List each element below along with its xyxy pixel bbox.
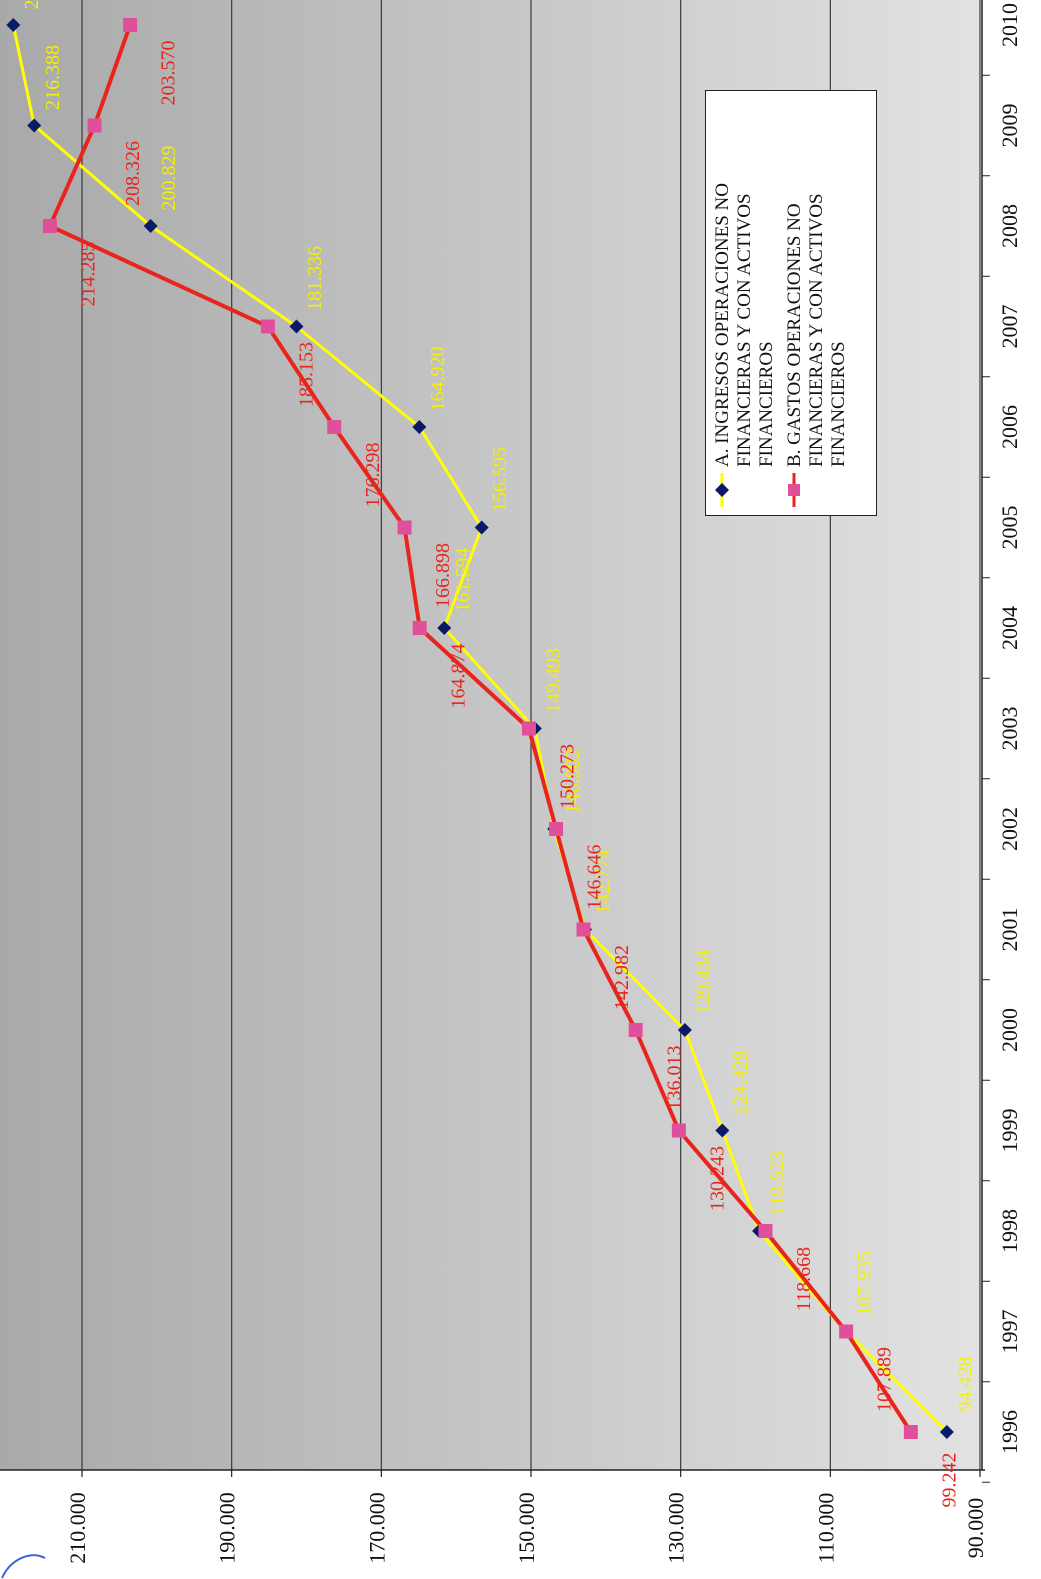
x-tick-label: 2003	[997, 707, 1022, 751]
data-point-ingresos	[474, 520, 489, 535]
y-tick-label: 130.000	[664, 1492, 689, 1564]
y-tick-label: 170.000	[364, 1492, 389, 1564]
data-point-gastos	[260, 319, 275, 334]
x-tick-label: 1998	[997, 1209, 1022, 1253]
data-label-ingresos: 156.595	[489, 447, 511, 512]
legend-item-gastos: B. GASTOS OPERACIONES NO FINANCIERAS Y C…	[784, 99, 850, 507]
data-label-ingresos: 219.177	[21, 0, 43, 10]
data-label-ingresos: 124.429	[730, 1050, 752, 1115]
data-label-ingresos: 107.935	[853, 1251, 875, 1316]
data-point-ingresos	[715, 1123, 730, 1138]
data-label-ingresos: 142.774	[593, 849, 615, 914]
data-point-ingresos	[27, 118, 42, 133]
data-point-gastos	[412, 621, 427, 635]
data-point-gastos	[87, 118, 102, 133]
data-label-ingresos: 161.594	[452, 548, 474, 613]
y-tick-label: 110.000	[813, 1493, 838, 1564]
data-label-ingresos: 164.920	[427, 347, 449, 412]
data-label-gastos: 150.273	[557, 744, 579, 809]
data-labels: 94.428 107.935 119.523 124.429 129.434 142.77…	[21, 0, 977, 1508]
data-label-gastos: 185.153	[296, 342, 318, 407]
x-tick-label: 2002	[997, 807, 1022, 851]
pen-mark	[1, 1554, 46, 1579]
data-label-ingresos: 129.434	[692, 950, 714, 1015]
data-point-gastos	[839, 1324, 854, 1339]
data-point-gastos	[521, 721, 536, 736]
data-label-gastos: 164.874	[447, 644, 469, 709]
data-label-gastos: 146.646	[584, 845, 606, 910]
x-tick-label: 1996	[997, 1410, 1022, 1454]
y-tick-label: 150.000	[514, 1492, 539, 1564]
legend-gastos-label: B. GASTOS OPERACIONES NO FINANCIERAS Y C…	[784, 193, 849, 467]
data-point-ingresos	[143, 219, 158, 233]
x-tick-label: 2004	[997, 606, 1022, 650]
legend-ingresos-symbol	[715, 473, 729, 507]
x-tick-label: 2005	[997, 506, 1022, 550]
data-point-ingresos	[412, 420, 427, 434]
data-label-gastos: 136.013	[663, 1046, 685, 1111]
data-point-ingresos	[289, 319, 304, 334]
series	[6, 18, 954, 1439]
y-tick-label: 210.000	[65, 1492, 90, 1564]
x-tick-label: 2008	[997, 204, 1022, 248]
data-label-gastos: 208.326	[122, 141, 144, 206]
x-tick-label: 2007	[997, 305, 1022, 349]
legend-item-ingresos: A. INGRESOS OPERACIONES NO FINANCIERAS Y…	[712, 99, 778, 507]
x-tick-label: 2010	[997, 3, 1022, 47]
y-tick-label: 90.000	[963, 1498, 988, 1559]
data-label-gastos: 107.889	[874, 1347, 896, 1412]
data-label-ingresos: 119.523	[767, 1151, 789, 1215]
x-tick-label: 2006	[997, 405, 1022, 449]
data-point-ingresos	[6, 18, 21, 32]
data-label-gastos: 203.570	[158, 41, 180, 106]
data-point-gastos	[671, 1123, 686, 1138]
data-label-gastos: 214.285	[78, 242, 100, 307]
x-tick-label: 1997	[997, 1310, 1022, 1354]
data-point-gastos	[549, 822, 564, 836]
data-point-gastos	[628, 1023, 643, 1037]
data-label-gastos: 142.982	[611, 945, 633, 1010]
data-point-gastos	[758, 1224, 773, 1238]
data-label-ingresos: 200.829	[158, 146, 180, 211]
legend: A. INGRESOS OPERACIONES NO FINANCIERAS Y…	[705, 90, 877, 516]
data-label-gastos: 176.298	[362, 443, 384, 508]
data-label-gastos: 118.668	[793, 1247, 815, 1311]
data-label-gastos: 166.898	[432, 543, 454, 608]
x-tick-label: 2009	[997, 104, 1022, 148]
x-tick-label: 2001	[997, 908, 1022, 952]
data-point-gastos	[327, 420, 342, 434]
data-label-ingresos: 149.493	[542, 648, 564, 713]
data-point-gastos	[576, 922, 591, 937]
data-label-ingresos: 216.388	[42, 45, 64, 110]
data-point-ingresos	[437, 621, 452, 635]
data-point-gastos	[397, 520, 412, 535]
data-label-ingresos: 181.336	[304, 246, 326, 311]
legend-ingresos-label: A. INGRESOS OPERACIONES NO FINANCIERAS Y…	[712, 183, 777, 467]
data-point-gastos	[42, 219, 57, 233]
y-tick-label: 190.000	[215, 1492, 240, 1564]
legend-gastos-symbol	[788, 473, 800, 507]
axes: 90.000 110.000 130.000 150.000 170.000 190.00…	[0, 0, 1022, 1564]
data-label-ingresos: 94.428	[954, 1357, 976, 1412]
data-label-gastos: 99.242	[938, 1453, 960, 1508]
data-point-ingresos	[677, 1023, 692, 1037]
x-tick-label: 2000	[997, 1008, 1022, 1052]
data-point-ingresos	[939, 1425, 954, 1439]
x-tick-label: 1999	[997, 1109, 1022, 1153]
data-point-gastos	[123, 18, 138, 32]
data-label-ingresos: 146.902	[562, 749, 584, 814]
data-label-gastos: 130.243	[706, 1146, 728, 1211]
data-point-gastos	[903, 1425, 918, 1439]
